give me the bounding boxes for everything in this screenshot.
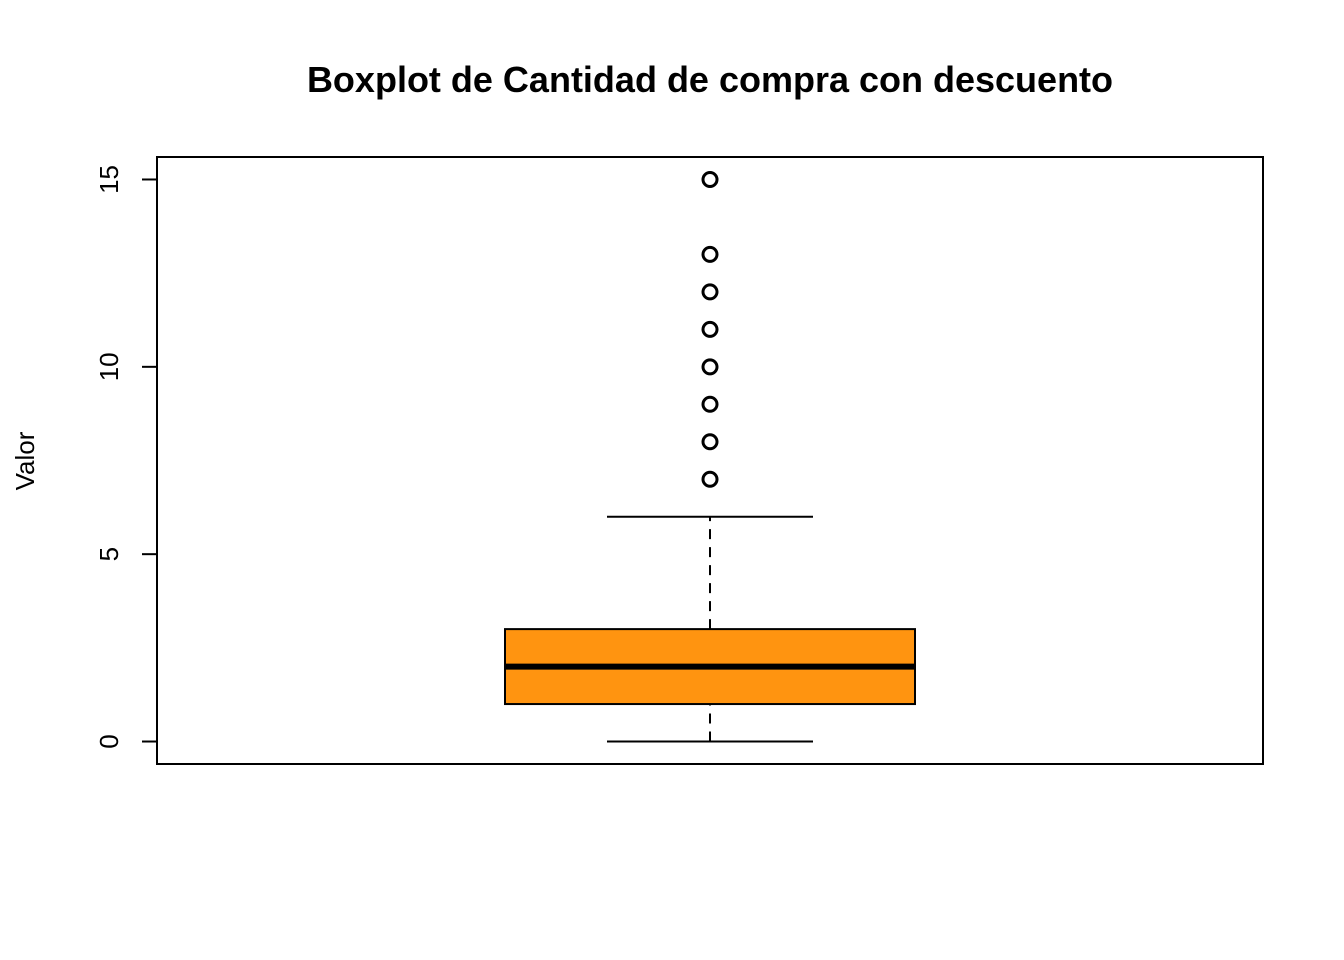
y-tick-label: 5 <box>94 547 124 561</box>
y-tick-label: 10 <box>94 352 124 381</box>
outlier-point <box>701 245 719 263</box>
outlier-point <box>701 170 719 188</box>
outlier-point <box>701 433 719 451</box>
y-axis: 0 5 10 15 <box>94 165 158 749</box>
chart-title: Boxplot de Cantidad de compra con descue… <box>307 59 1113 100</box>
outlier-point <box>701 320 719 338</box>
outlier-point <box>701 283 719 301</box>
y-axis-label: Valor <box>10 431 40 490</box>
y-tick-label: 15 <box>94 165 124 194</box>
y-tick-label: 0 <box>94 734 124 748</box>
outlier-point <box>701 470 719 488</box>
box-group <box>504 515 916 743</box>
outliers-group <box>701 170 719 488</box>
outlier-point <box>701 358 719 376</box>
outlier-point <box>701 395 719 413</box>
